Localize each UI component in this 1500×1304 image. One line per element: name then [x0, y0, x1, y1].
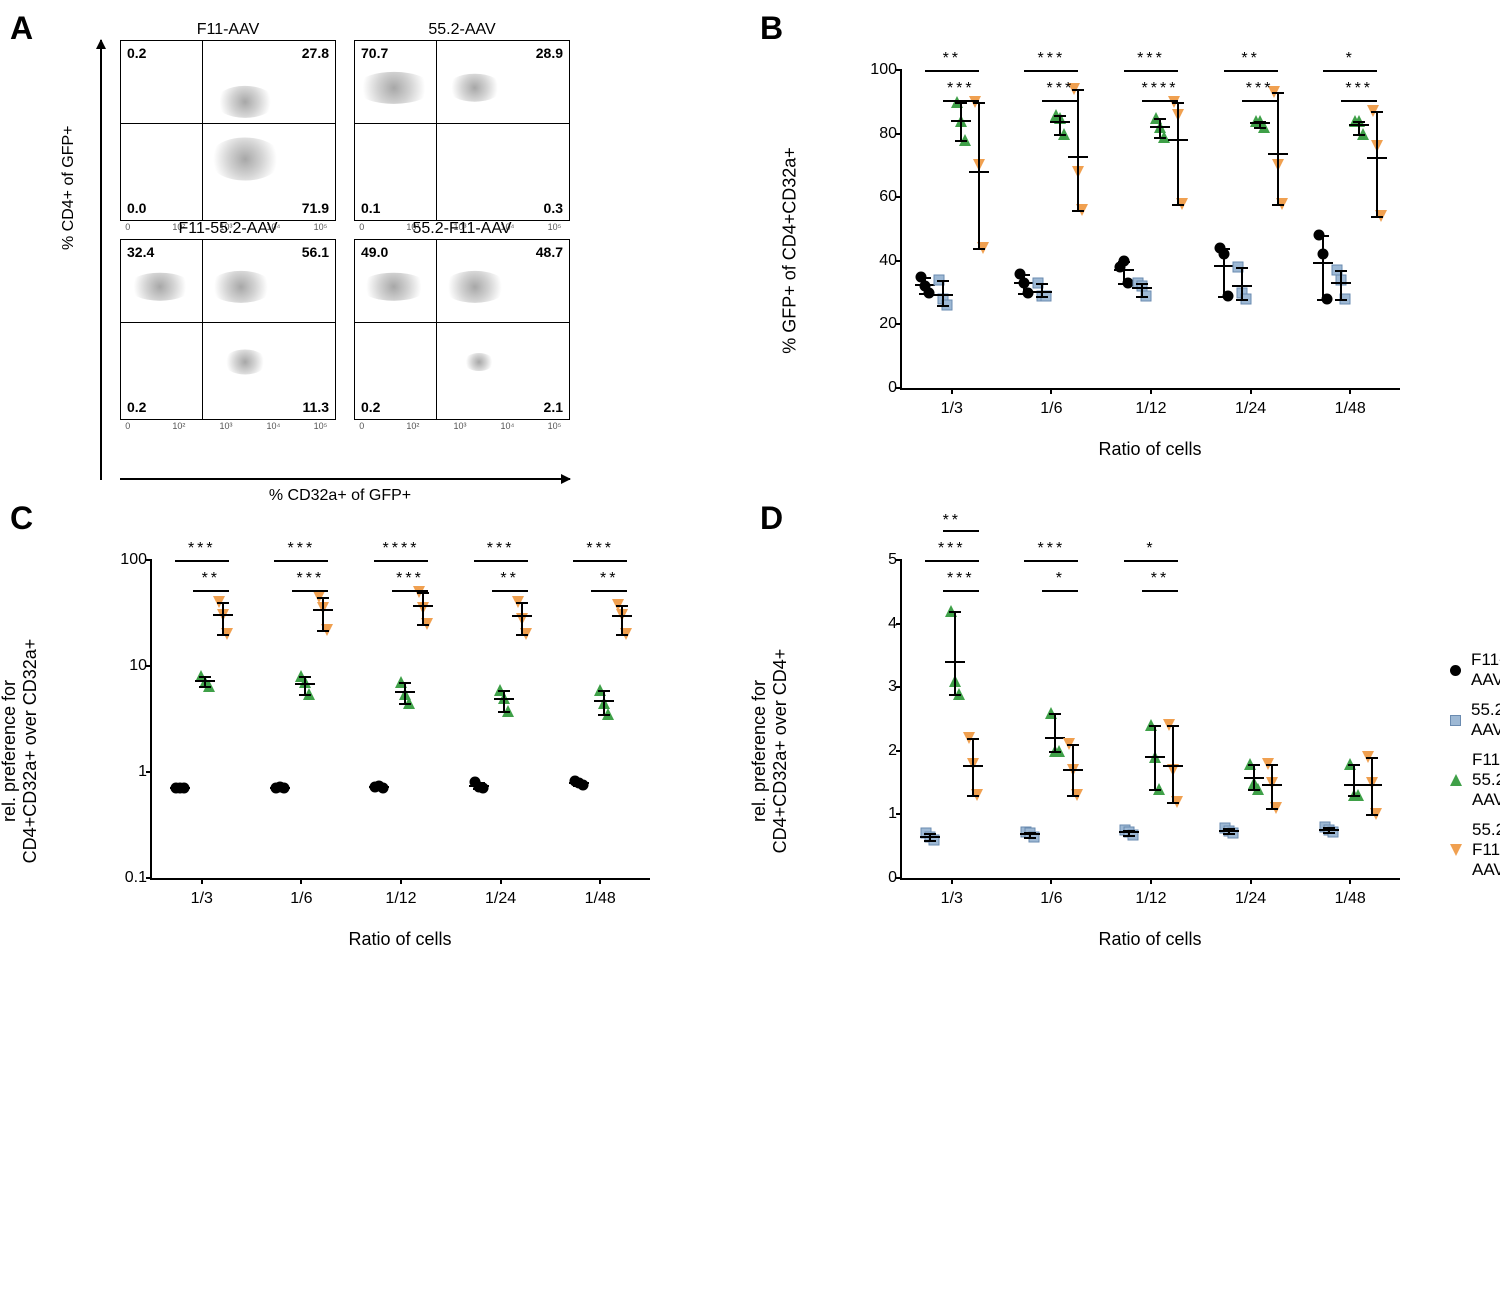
x-tick-label: 1/6: [1040, 890, 1062, 908]
quad-title: 55.2-F11-AAV: [355, 220, 569, 238]
panel-label-b: B: [760, 10, 783, 47]
panel-d-plot: rel. preference forCD4+CD32a+ over CD4+ …: [820, 510, 1420, 950]
significance-stars: **: [1151, 570, 1169, 588]
y-tick-label: 0.1: [102, 869, 147, 887]
significance-stars: ***: [947, 80, 975, 98]
x-tick-label: 1/3: [191, 890, 213, 908]
significance-stars: ***: [938, 540, 966, 558]
panel-a-y-label: % CD4+ of GFP+: [60, 126, 78, 251]
x-tick-label: 1/24: [1235, 890, 1266, 908]
y-tick-label: 100: [852, 61, 897, 79]
legend-item: 55.2-F11-AAV: [1450, 820, 1500, 880]
significance-stars: ***: [1246, 80, 1274, 98]
y-tick-label: 40: [852, 252, 897, 270]
x-tick-label: 1/3: [941, 890, 963, 908]
x-tick-label: 1/3: [941, 400, 963, 418]
y-tick-label: 3: [852, 678, 897, 696]
significance-stars: ***: [947, 570, 975, 588]
panel-d-x-label: Ratio of cells: [900, 929, 1400, 950]
significance-stars: ***: [188, 540, 216, 558]
y-tick-label: 5: [852, 551, 897, 569]
panel-b-plot: % GFP+ of CD4+CD32a+ 0204060801001/31/61…: [820, 20, 1420, 460]
y-tick-label: 100: [102, 551, 147, 569]
y-axis-arrow: [100, 40, 102, 480]
significance-stars: ***: [1047, 80, 1075, 98]
y-tick-label: 0: [852, 869, 897, 887]
panel-d: D rel. preference forCD4+CD32a+ over CD4…: [770, 510, 1480, 950]
significance-stars: **: [1241, 50, 1259, 68]
panel-b-y-label: % GFP+ of CD4+CD32a+: [780, 147, 801, 354]
panel-a-plot: % CD4+ of GFP+ F11-AAV 0.2 27.8 0.0 71.9…: [80, 20, 600, 460]
panel-label-a: A: [10, 10, 33, 47]
significance-stars: ****: [383, 540, 420, 558]
panel-a: A % CD4+ of GFP+ F11-AAV 0.2 27.8 0.0 71…: [20, 20, 730, 460]
panel-b-x-label: Ratio of cells: [900, 439, 1400, 460]
x-tick-label: 1/6: [290, 890, 312, 908]
figure-grid: A % CD4+ of GFP+ F11-AAV 0.2 27.8 0.0 71…: [20, 20, 1480, 950]
legend-item: F11-AAV: [1450, 650, 1500, 690]
y-tick-label: 80: [852, 125, 897, 143]
significance-stars: *: [1056, 570, 1065, 588]
y-tick-label: 2: [852, 742, 897, 760]
y-tick-label: 20: [852, 315, 897, 333]
panel-c-x-label: Ratio of cells: [150, 929, 650, 950]
x-tick-label: 1/6: [1040, 400, 1062, 418]
x-tick-label: 1/12: [385, 890, 416, 908]
x-tick-label: 1/12: [1135, 890, 1166, 908]
y-tick-label: 1: [102, 763, 147, 781]
significance-stars: **: [600, 570, 618, 588]
significance-stars: *: [1146, 540, 1155, 558]
significance-stars: ***: [1137, 50, 1165, 68]
significance-stars: **: [500, 570, 518, 588]
legend: F11-AAV 55.2-AAV F11-55.2-AAV 55.2-F11-AAV: [1450, 650, 1500, 890]
y-tick-label: 10: [102, 657, 147, 675]
legend-item: F11-55.2-AAV: [1450, 750, 1500, 810]
significance-stars: ***: [396, 570, 424, 588]
x-tick-label: 1/24: [485, 890, 516, 908]
significance-stars: ***: [1345, 80, 1373, 98]
panel-c: C rel. preference forCD4+CD32a+ over CD3…: [20, 510, 730, 950]
legend-label: F11-AAV: [1471, 650, 1500, 690]
panel-a-x-label: % CD32a+ of GFP+: [80, 487, 600, 505]
significance-stars: ***: [586, 540, 614, 558]
x-axis-arrow: [120, 478, 570, 480]
panel-d-y-label: rel. preference forCD4+CD32a+ over CD4+: [749, 601, 791, 901]
panel-label-c: C: [10, 500, 33, 537]
significance-stars: **: [202, 570, 220, 588]
panel-label-d: D: [760, 500, 783, 537]
significance-stars: **: [943, 50, 961, 68]
x-tick-label: 1/48: [1335, 890, 1366, 908]
quad-title: 55.2-AAV: [355, 21, 569, 39]
significance-stars: ***: [487, 540, 515, 558]
panel-c-y-label: rel. preference forCD4+CD32a+ over CD32a…: [0, 601, 41, 901]
y-tick-label: 60: [852, 188, 897, 206]
quadrant-plot: 55.2-AAV 70.7 28.9 0.1 0.3 010²10³10⁴10⁵: [354, 40, 570, 221]
significance-stars: ****: [1142, 80, 1179, 98]
x-tick-label: 1/48: [585, 890, 616, 908]
panel-c-plot: rel. preference forCD4+CD32a+ over CD32a…: [70, 510, 670, 950]
x-tick-label: 1/48: [1335, 400, 1366, 418]
significance-stars: ***: [288, 540, 316, 558]
legend-label: 55.2-F11-AAV: [1472, 820, 1500, 880]
quadrant-plot: 55.2-F11-AAV 49.0 48.7 0.2 2.1 010²10³10…: [354, 239, 570, 420]
quad-title: F11-AAV: [121, 21, 335, 39]
y-tick-label: 1: [852, 805, 897, 823]
legend-label: 55.2-AAV: [1471, 700, 1500, 740]
y-tick-label: 0: [852, 379, 897, 397]
significance-stars: ***: [1038, 50, 1066, 68]
legend-item: 55.2-AAV: [1450, 700, 1500, 740]
significance-stars: ***: [1038, 540, 1066, 558]
quadrant-plot: F11-55.2-AAV 32.4 56.1 0.2 11.3 010²10³1…: [120, 239, 336, 420]
y-tick-label: 4: [852, 615, 897, 633]
legend-label: F11-55.2-AAV: [1472, 750, 1500, 810]
significance-stars: ***: [297, 570, 325, 588]
x-tick-label: 1/24: [1235, 400, 1266, 418]
x-tick-label: 1/12: [1135, 400, 1166, 418]
panel-b: B % GFP+ of CD4+CD32a+ 0204060801001/31/…: [770, 20, 1480, 460]
quadrant-plot: F11-AAV 0.2 27.8 0.0 71.9 010²10³10⁴10⁵: [120, 40, 336, 221]
quad-title: F11-55.2-AAV: [121, 220, 335, 238]
significance-stars: *: [1346, 50, 1355, 68]
